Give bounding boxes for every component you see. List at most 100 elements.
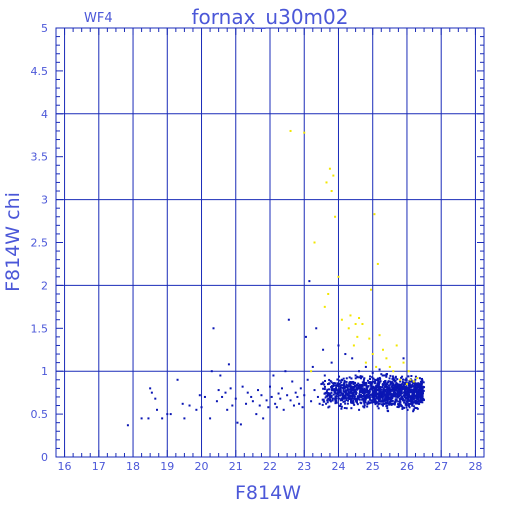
data-point bbox=[362, 378, 365, 381]
data-point bbox=[355, 393, 358, 396]
data-point bbox=[195, 408, 198, 411]
data-point bbox=[327, 388, 330, 391]
data-point bbox=[381, 386, 384, 389]
data-point bbox=[407, 396, 410, 399]
data-point bbox=[379, 387, 382, 390]
data-point bbox=[375, 365, 378, 368]
data-point bbox=[334, 391, 337, 394]
data-point bbox=[366, 402, 369, 405]
data-point bbox=[343, 395, 346, 398]
data-point bbox=[376, 405, 379, 408]
data-point bbox=[386, 399, 389, 402]
data-point bbox=[353, 394, 356, 397]
data-point bbox=[299, 387, 302, 390]
data-point bbox=[364, 391, 367, 394]
data-point bbox=[226, 408, 229, 411]
data-point bbox=[358, 391, 361, 394]
data-point bbox=[338, 375, 341, 378]
data-point bbox=[337, 344, 340, 347]
data-point bbox=[400, 391, 403, 394]
data-point bbox=[342, 390, 345, 393]
data-point bbox=[350, 377, 353, 380]
data-point bbox=[227, 363, 230, 366]
data-point bbox=[380, 391, 383, 394]
data-point bbox=[345, 397, 348, 400]
data-point bbox=[363, 392, 366, 395]
data-point bbox=[406, 386, 409, 389]
data-point bbox=[347, 388, 350, 391]
data-point bbox=[308, 280, 311, 283]
y-axis-label: F814W chi bbox=[2, 192, 24, 292]
data-point bbox=[419, 389, 422, 392]
data-point bbox=[344, 391, 347, 394]
data-point bbox=[375, 395, 378, 398]
data-point bbox=[391, 384, 394, 387]
data-point bbox=[380, 396, 383, 399]
data-point bbox=[418, 402, 421, 405]
data-point bbox=[334, 384, 337, 387]
data-point bbox=[363, 406, 366, 409]
data-point bbox=[414, 375, 417, 378]
data-point bbox=[394, 398, 397, 401]
data-point bbox=[342, 392, 345, 395]
data-point bbox=[406, 389, 409, 392]
data-point bbox=[351, 389, 354, 392]
data-point bbox=[351, 392, 354, 395]
data-point bbox=[339, 403, 342, 406]
data-point bbox=[364, 365, 367, 368]
data-point bbox=[360, 388, 363, 391]
y-tick-label: 2.5 bbox=[31, 237, 49, 250]
data-point bbox=[296, 395, 299, 398]
data-point bbox=[400, 386, 403, 389]
data-point bbox=[349, 390, 352, 393]
data-point bbox=[336, 391, 339, 394]
data-point bbox=[408, 396, 411, 399]
data-point bbox=[325, 390, 328, 393]
data-point bbox=[397, 400, 400, 403]
data-point bbox=[372, 380, 375, 383]
data-point bbox=[412, 408, 415, 411]
data-point bbox=[363, 377, 366, 380]
data-point bbox=[352, 388, 355, 391]
data-point bbox=[421, 385, 424, 388]
data-point bbox=[342, 377, 345, 380]
data-point bbox=[380, 403, 383, 406]
data-point bbox=[342, 382, 345, 385]
data-point bbox=[403, 401, 406, 404]
data-point bbox=[350, 401, 353, 404]
data-point bbox=[328, 392, 331, 395]
data-point bbox=[376, 389, 379, 392]
data-point bbox=[350, 382, 353, 385]
data-point bbox=[353, 391, 356, 394]
data-point bbox=[400, 385, 403, 388]
data-point bbox=[378, 376, 381, 379]
data-point bbox=[373, 389, 376, 392]
data-point bbox=[399, 391, 402, 394]
data-point bbox=[339, 399, 342, 402]
data-point bbox=[388, 397, 391, 400]
data-point bbox=[404, 386, 407, 389]
x-tick-label: 25 bbox=[366, 460, 380, 473]
data-point bbox=[323, 305, 326, 308]
data-point bbox=[375, 385, 378, 388]
data-point bbox=[289, 129, 292, 132]
data-point bbox=[345, 407, 348, 410]
data-point bbox=[411, 401, 414, 404]
data-point bbox=[406, 408, 409, 411]
data-point bbox=[408, 402, 411, 405]
data-point bbox=[229, 387, 232, 390]
data-point bbox=[377, 387, 380, 390]
data-point bbox=[335, 386, 338, 389]
data-point bbox=[421, 379, 424, 382]
data-point bbox=[417, 400, 420, 403]
data-point bbox=[394, 395, 397, 398]
data-point bbox=[387, 381, 390, 384]
data-point bbox=[402, 357, 405, 360]
data-point bbox=[368, 401, 371, 404]
data-point bbox=[156, 408, 159, 411]
data-point bbox=[333, 388, 336, 391]
data-point bbox=[304, 335, 307, 338]
data-point bbox=[331, 397, 334, 400]
data-point bbox=[358, 396, 361, 399]
data-point bbox=[366, 393, 369, 396]
